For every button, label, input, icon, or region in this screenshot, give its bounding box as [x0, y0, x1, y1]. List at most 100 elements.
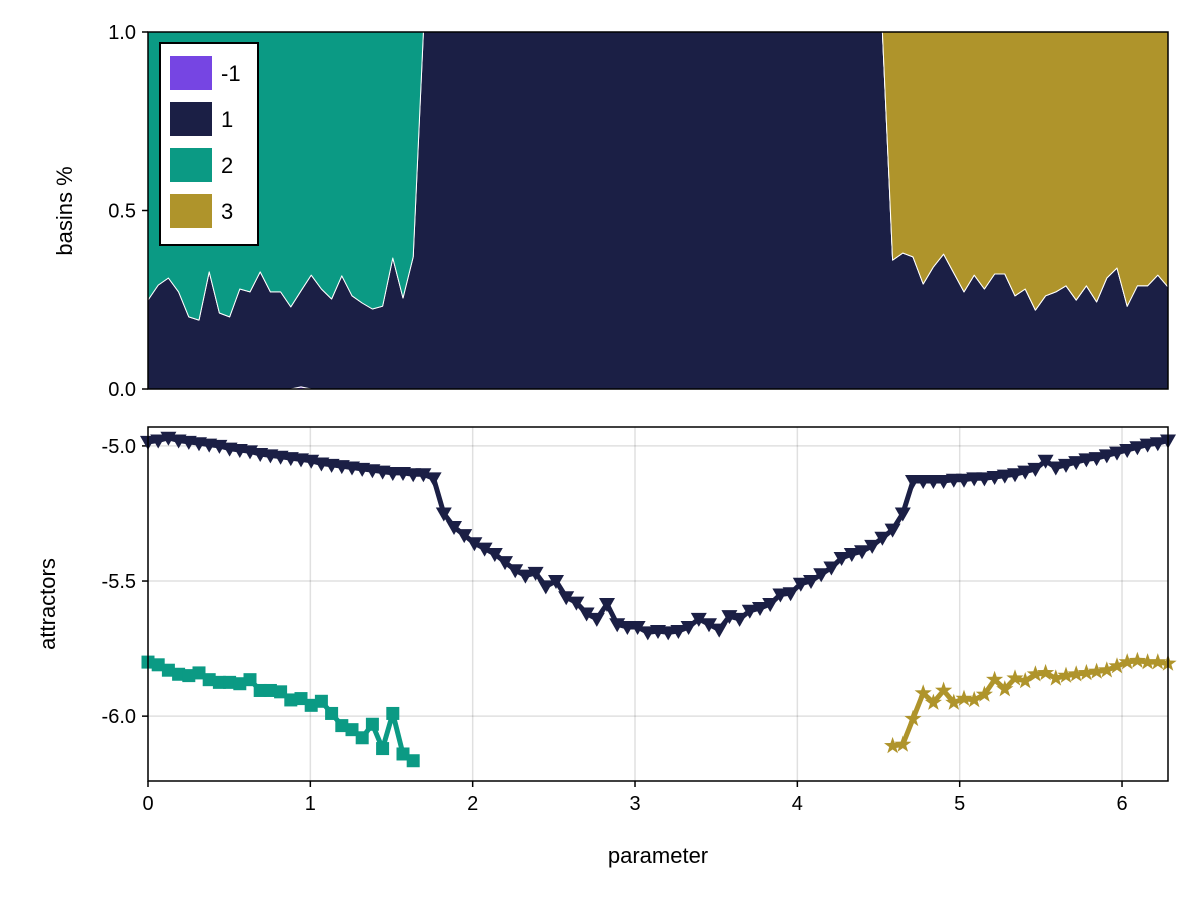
data-point-triangle — [548, 575, 564, 590]
data-point-triangle — [731, 612, 748, 627]
data-point-triangle — [435, 507, 452, 522]
data-point-triangle — [537, 580, 554, 595]
data-point-triangle — [976, 472, 993, 487]
attractor-series-3 — [884, 651, 1177, 754]
data-point-triangle — [1058, 458, 1074, 473]
legend-swatch-2 — [170, 148, 212, 182]
data-point-triangle — [792, 577, 809, 592]
data-point-triangle — [996, 469, 1013, 484]
legend-label: 2 — [221, 153, 233, 178]
data-point-triangle — [864, 539, 881, 554]
data-point-triangle — [415, 468, 432, 483]
data-point-triangle — [425, 472, 442, 487]
data-point-square — [192, 666, 206, 680]
data-point-triangle — [578, 607, 595, 622]
data-point-triangle — [446, 520, 462, 535]
data-point-star — [924, 693, 942, 710]
data-point-star — [965, 690, 983, 708]
x-tick-label: 2 — [467, 793, 478, 815]
data-point-triangle — [966, 472, 983, 487]
data-point-triangle — [1027, 462, 1044, 477]
data-point-triangle — [599, 598, 615, 612]
data-point-triangle — [1109, 446, 1125, 461]
data-point-star — [904, 709, 922, 727]
y-tick-label: -5.0 — [102, 436, 136, 458]
x-tick-label: 0 — [142, 793, 153, 815]
bottom-axes-frame — [147, 426, 1169, 782]
data-point-triangle — [1139, 438, 1156, 453]
data-point-square — [151, 658, 165, 672]
data-point-square — [172, 667, 186, 681]
data-point-triangle — [476, 542, 493, 557]
data-point-square — [233, 677, 247, 691]
attractor-series-1 — [140, 431, 1176, 641]
data-point-triangle — [629, 620, 646, 635]
data-point-star — [1016, 672, 1034, 689]
data-point-triangle — [384, 466, 401, 481]
data-point-triangle — [1149, 437, 1166, 452]
data-point-square — [284, 693, 298, 707]
data-point-star — [1128, 651, 1146, 668]
x-tick-label: 6 — [1116, 793, 1127, 815]
data-point-triangle — [517, 569, 534, 584]
data-point-triangle — [905, 475, 921, 490]
data-point-triangle — [813, 568, 830, 583]
data-point-triangle — [507, 564, 524, 579]
data-point-triangle — [405, 468, 422, 483]
data-point-triangle — [741, 604, 758, 619]
data-point-star — [1108, 657, 1126, 674]
data-point-triangle — [803, 575, 819, 590]
data-point-star — [935, 681, 953, 698]
data-point-triangle — [935, 475, 952, 490]
data-point-triangle — [701, 618, 717, 633]
data-point-square — [406, 754, 420, 768]
bottom-y-axis-label: attractors — [35, 558, 60, 650]
x-tick-label: 5 — [954, 793, 965, 815]
data-point-triangle — [660, 626, 677, 641]
legend-swatch-3 — [170, 194, 212, 228]
data-point-triangle — [925, 475, 942, 490]
attractor-series-2 — [141, 655, 420, 768]
data-point-triangle — [762, 598, 779, 612]
data-point-triangle — [752, 602, 768, 617]
data-point-triangle — [884, 523, 901, 538]
data-point-triangle — [711, 623, 728, 638]
data-point-square — [161, 663, 175, 677]
legend-label: 3 — [221, 199, 233, 224]
data-point-triangle — [588, 612, 605, 627]
data-point-square — [314, 694, 328, 708]
data-point-triangle — [945, 473, 962, 488]
data-point-triangle — [1129, 441, 1146, 456]
data-point-triangle — [456, 529, 473, 544]
data-point-star — [996, 680, 1014, 697]
data-point-triangle — [894, 507, 911, 522]
data-point-triangle — [1098, 449, 1115, 464]
data-point-triangle — [497, 556, 513, 571]
data-point-star — [1118, 653, 1136, 670]
data-point-square — [294, 692, 308, 706]
data-point-triangle — [486, 548, 503, 563]
x-axis-label: parameter — [608, 843, 708, 868]
data-point-triangle — [527, 566, 544, 581]
data-point-triangle — [619, 620, 636, 635]
top-y-axis-label: basins % — [52, 166, 77, 255]
data-point-triangle — [772, 588, 789, 603]
x-tick-label: 3 — [629, 793, 640, 815]
y-tick-label: -6.0 — [102, 706, 136, 728]
data-point-star — [1149, 653, 1167, 670]
data-point-triangle — [568, 596, 585, 611]
data-point-square — [304, 698, 318, 712]
data-point-triangle — [986, 470, 1003, 485]
x-tick-label: 4 — [792, 793, 803, 815]
data-point-square — [355, 731, 369, 745]
data-point-square — [274, 685, 288, 699]
top-y-tick-label: 0.5 — [108, 201, 136, 223]
data-point-triangle — [1017, 465, 1034, 480]
data-point-triangle — [150, 434, 167, 449]
data-point-square — [325, 706, 339, 720]
basins-panel: 0.0 0.5 1.0 -1 1 2 3 — [108, 22, 1169, 401]
data-point-square — [243, 673, 257, 687]
data-point-triangle — [833, 552, 850, 567]
data-point-triangle — [915, 475, 932, 490]
